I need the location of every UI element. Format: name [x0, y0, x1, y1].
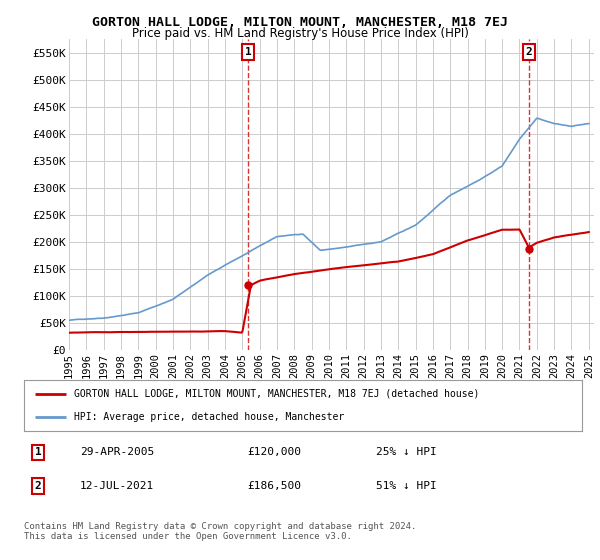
Text: Contains HM Land Registry data © Crown copyright and database right 2024.
This d: Contains HM Land Registry data © Crown c…	[24, 522, 416, 542]
Text: 2: 2	[526, 47, 532, 57]
Text: GORTON HALL LODGE, MILTON MOUNT, MANCHESTER, M18 7EJ (detached house): GORTON HALL LODGE, MILTON MOUNT, MANCHES…	[74, 389, 479, 399]
Text: 25% ↓ HPI: 25% ↓ HPI	[376, 447, 436, 458]
Text: 1: 1	[245, 47, 251, 57]
Text: £120,000: £120,000	[247, 447, 301, 458]
Text: 12-JUL-2021: 12-JUL-2021	[80, 481, 154, 491]
Text: Price paid vs. HM Land Registry's House Price Index (HPI): Price paid vs. HM Land Registry's House …	[131, 27, 469, 40]
Text: 29-APR-2005: 29-APR-2005	[80, 447, 154, 458]
Text: HPI: Average price, detached house, Manchester: HPI: Average price, detached house, Manc…	[74, 412, 344, 422]
Text: 2: 2	[35, 481, 41, 491]
Text: GORTON HALL LODGE, MILTON MOUNT, MANCHESTER, M18 7EJ: GORTON HALL LODGE, MILTON MOUNT, MANCHES…	[92, 16, 508, 29]
Text: £186,500: £186,500	[247, 481, 301, 491]
Text: 1: 1	[35, 447, 41, 458]
Text: 51% ↓ HPI: 51% ↓ HPI	[376, 481, 436, 491]
